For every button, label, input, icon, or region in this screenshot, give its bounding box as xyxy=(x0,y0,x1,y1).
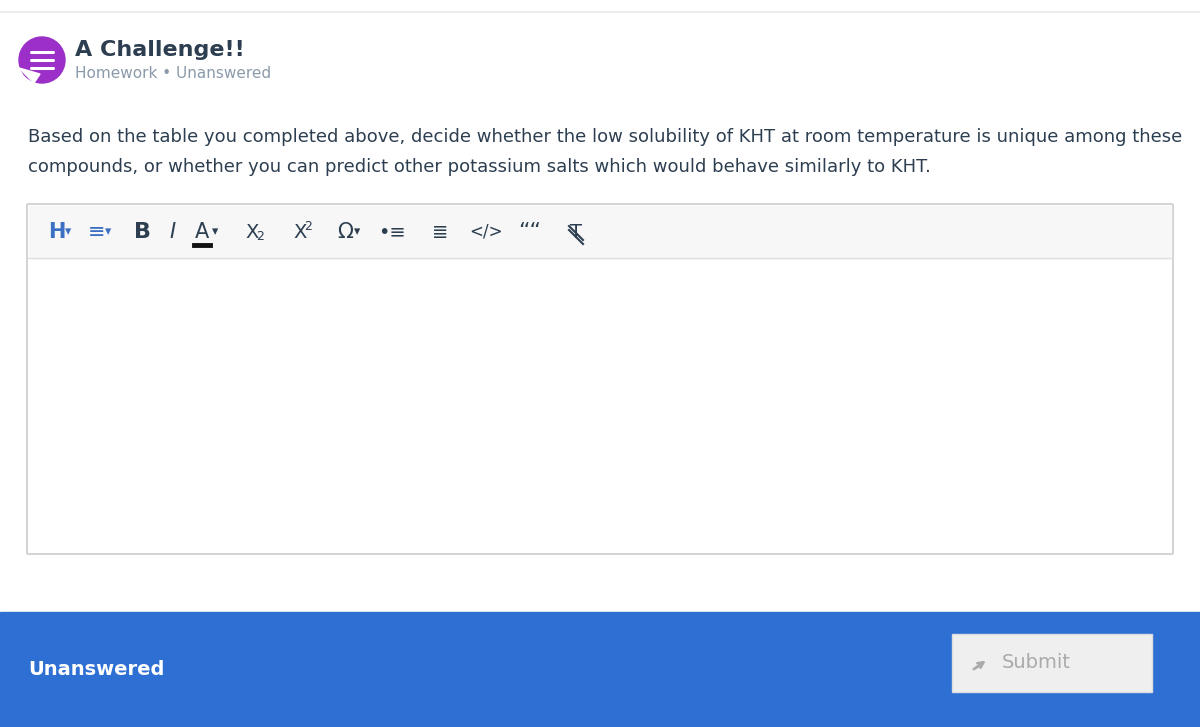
Text: ““: ““ xyxy=(518,222,541,242)
Bar xyxy=(0,612,1200,727)
Circle shape xyxy=(19,37,65,83)
Text: Homework • Unanswered: Homework • Unanswered xyxy=(74,65,271,81)
Text: 2: 2 xyxy=(256,230,264,244)
Text: B: B xyxy=(134,222,151,242)
Text: ▾: ▾ xyxy=(354,225,360,238)
Text: T: T xyxy=(570,222,582,241)
Text: Unanswered: Unanswered xyxy=(28,660,164,679)
Bar xyxy=(29,206,1171,258)
Text: A Challenge!!: A Challenge!! xyxy=(74,40,245,60)
Text: Based on the table you completed above, decide whether the low solubility of KHT: Based on the table you completed above, … xyxy=(28,128,1182,146)
Text: •≡: •≡ xyxy=(378,222,406,241)
Text: I: I xyxy=(169,222,175,242)
Text: ≣: ≣ xyxy=(432,222,448,241)
Text: compounds, or whether you can predict other potassium salts which would behave s: compounds, or whether you can predict ot… xyxy=(28,158,931,176)
Text: X: X xyxy=(293,222,307,241)
Text: Submit: Submit xyxy=(1002,654,1072,672)
Text: ▾: ▾ xyxy=(212,225,218,238)
Text: 2: 2 xyxy=(304,220,312,233)
Polygon shape xyxy=(19,68,40,83)
Text: ≡: ≡ xyxy=(89,222,106,242)
FancyBboxPatch shape xyxy=(28,204,1174,554)
Text: X: X xyxy=(245,222,259,241)
Text: ▾: ▾ xyxy=(104,225,112,238)
Text: A: A xyxy=(194,222,209,242)
FancyBboxPatch shape xyxy=(952,634,1152,692)
Text: ▾: ▾ xyxy=(65,225,71,238)
Text: Ω: Ω xyxy=(337,222,353,242)
Text: </>: </> xyxy=(469,223,503,241)
Text: H: H xyxy=(48,222,66,242)
